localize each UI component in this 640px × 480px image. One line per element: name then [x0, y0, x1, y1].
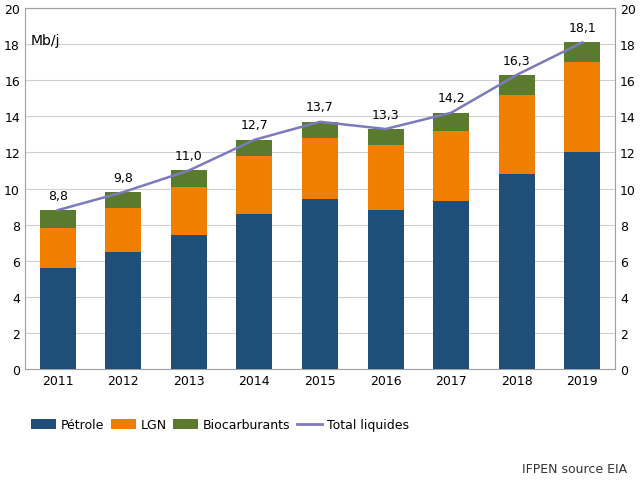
Bar [367, 211, 404, 369]
Bar [564, 153, 600, 369]
Bar [236, 156, 273, 214]
Bar [105, 252, 141, 369]
Bar [302, 200, 338, 369]
Bar [40, 228, 76, 268]
Text: Mb/j: Mb/j [31, 35, 60, 48]
Text: 14,2: 14,2 [437, 92, 465, 105]
Bar [499, 96, 535, 175]
Bar [499, 76, 535, 96]
Legend: Pétrole, LGN, Biocarburants, Total liquides: Pétrole, LGN, Biocarburants, Total liqui… [31, 419, 409, 432]
Text: 16,3: 16,3 [503, 54, 531, 67]
Bar [499, 175, 535, 369]
Bar [236, 141, 273, 156]
Text: 12,7: 12,7 [241, 119, 268, 132]
Bar [302, 122, 338, 139]
Text: 13,3: 13,3 [372, 108, 399, 121]
Bar [171, 187, 207, 236]
Bar [171, 171, 207, 187]
Bar [433, 202, 469, 369]
Bar [40, 268, 76, 369]
Text: 9,8: 9,8 [113, 171, 133, 184]
Text: 8,8: 8,8 [48, 190, 68, 203]
Bar [564, 43, 600, 63]
Text: 11,0: 11,0 [175, 150, 203, 163]
Bar [433, 114, 469, 132]
Bar [564, 63, 600, 153]
Bar [171, 236, 207, 369]
Bar [40, 211, 76, 228]
Text: 13,7: 13,7 [306, 101, 334, 114]
Bar [236, 214, 273, 369]
Bar [367, 130, 404, 146]
Text: 18,1: 18,1 [568, 22, 596, 35]
Bar [367, 146, 404, 211]
Bar [433, 132, 469, 202]
Text: IFPEN source EIA: IFPEN source EIA [522, 462, 627, 475]
Bar [105, 192, 141, 209]
Bar [105, 209, 141, 252]
Bar [302, 139, 338, 200]
